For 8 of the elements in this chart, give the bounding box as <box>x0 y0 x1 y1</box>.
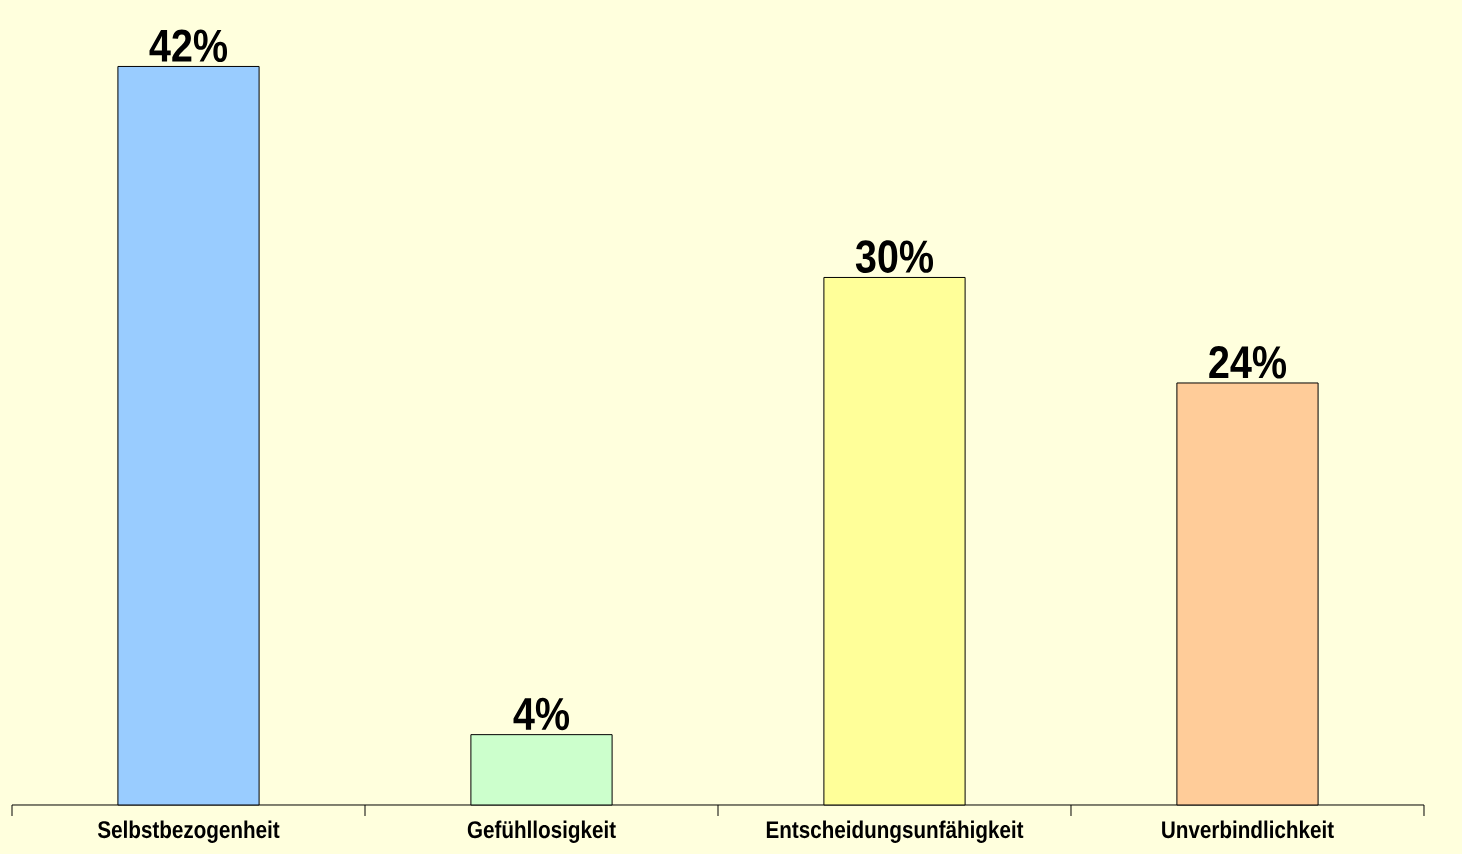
x-tick-label: Unverbindlichkeit <box>1162 820 1334 839</box>
data-label: 30% <box>855 240 934 273</box>
data-label: 4% <box>513 697 570 731</box>
x-tick-label: Entscheidungsunfähigkeit <box>766 820 1024 843</box>
data-label: 42% <box>149 29 228 62</box>
data-label: 24% <box>1209 345 1287 379</box>
x-tick-label: Gefühllosigkeit <box>467 820 616 843</box>
x-tick-label: Selbstbezogenheit <box>97 820 280 843</box>
